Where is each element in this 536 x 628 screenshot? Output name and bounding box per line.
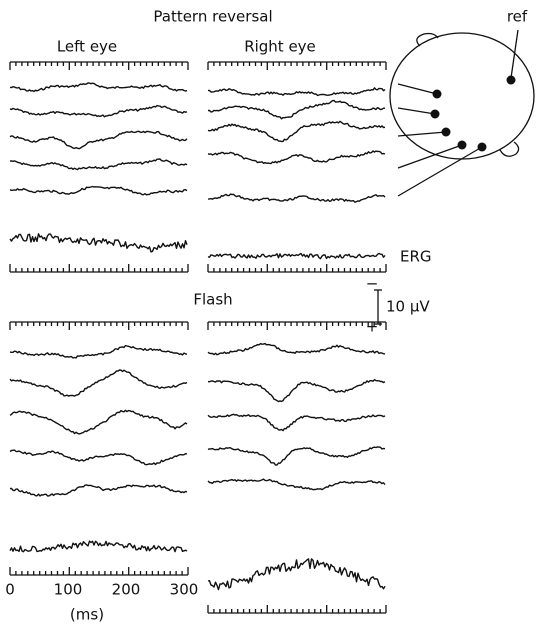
right-eye-label: Right eye xyxy=(244,38,316,56)
trace xyxy=(9,233,188,253)
ruler xyxy=(207,321,387,330)
ref-label: ref xyxy=(507,8,528,26)
ruler xyxy=(207,605,387,614)
trace xyxy=(207,558,386,591)
trace xyxy=(9,130,188,150)
ruler xyxy=(9,321,189,330)
trace xyxy=(207,446,386,466)
ear xyxy=(416,32,439,47)
lead-line xyxy=(397,107,436,115)
ruler xyxy=(9,61,189,70)
trace xyxy=(9,185,188,196)
left-eye-label: Left eye xyxy=(57,38,117,56)
trace xyxy=(9,344,188,359)
trace xyxy=(208,99,385,120)
scale-label: 10 μV xyxy=(386,298,430,316)
ref-line xyxy=(510,29,519,79)
lead-line xyxy=(397,144,463,169)
trace xyxy=(207,252,386,260)
trace xyxy=(9,158,188,171)
scale-plus: + xyxy=(366,318,379,336)
trace xyxy=(9,82,188,93)
title: Pattern reversal xyxy=(153,8,272,26)
ruler xyxy=(207,264,387,273)
trace xyxy=(9,449,188,466)
scale-minus: − xyxy=(366,275,379,293)
ear xyxy=(499,141,520,157)
time-tick-label: 300 xyxy=(170,581,199,599)
trace xyxy=(9,540,188,553)
trace xyxy=(9,409,188,435)
time-tick-label: 0 xyxy=(5,581,15,599)
ruler xyxy=(9,264,189,273)
electrode xyxy=(506,75,516,85)
trace xyxy=(9,369,188,397)
ruler xyxy=(207,61,387,70)
lead-line xyxy=(397,131,447,137)
trace xyxy=(207,150,386,165)
trace xyxy=(9,104,188,118)
trace xyxy=(207,193,386,203)
ruler xyxy=(9,567,189,576)
erg-label: ERG xyxy=(400,248,432,266)
time-tick-label: 200 xyxy=(112,581,141,599)
trace xyxy=(10,484,188,497)
trace xyxy=(207,413,386,432)
trace xyxy=(207,478,386,491)
trace xyxy=(207,342,386,356)
trace xyxy=(207,87,386,97)
trace xyxy=(207,379,386,403)
head xyxy=(389,32,535,160)
lead-line xyxy=(397,83,438,95)
lead-line xyxy=(397,146,483,197)
time-tick-label: 100 xyxy=(54,581,83,599)
flash-title: Flash xyxy=(193,291,232,309)
trace xyxy=(207,120,386,143)
time-unit: (ms) xyxy=(70,606,104,624)
